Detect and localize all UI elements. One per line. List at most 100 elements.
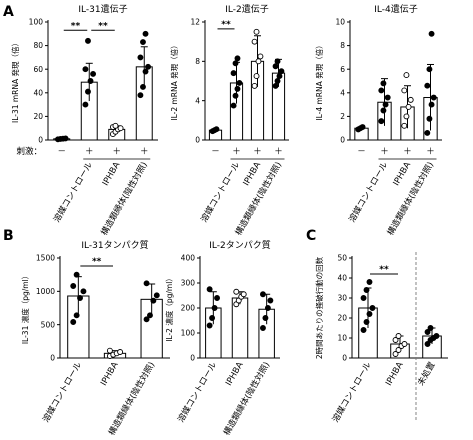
data-point (428, 101, 435, 108)
chart-title: IL-2遺伝子 (225, 3, 268, 15)
stim-mark: ＋ (85, 147, 94, 157)
data-point (274, 78, 281, 84)
y-tick-label: 10 (335, 18, 345, 27)
panel-letter-c: C (306, 228, 316, 244)
data-point (401, 122, 408, 129)
data-point (264, 305, 271, 311)
chart-title: IL-31遺伝子 (78, 3, 127, 15)
data-point (230, 102, 237, 109)
data-point (230, 70, 237, 77)
category-label: 溶媒コントロール (199, 160, 243, 225)
data-point (363, 319, 370, 325)
data-point (137, 54, 144, 61)
y-axis-label: IL-2 濃度（pg/ml） (164, 274, 174, 342)
y-tick-label: 80 (33, 41, 43, 50)
data-point (90, 70, 97, 77)
chart-a3: IL-4遺伝子 IL-4 mRNA 発現（倍） 0 2 4 6 8 10 － ＋ ＋ ＋ 溶媒コントロー… (314, 3, 442, 238)
data-point (214, 295, 220, 301)
data-point (260, 325, 266, 331)
data-point (112, 122, 119, 129)
y-tick-label: 100 (181, 329, 196, 338)
data-point (117, 349, 124, 355)
data-point (80, 288, 87, 295)
y-tick-label: 0 (342, 354, 347, 363)
category-label: 溶媒コントロール (175, 360, 219, 425)
y-tick-label: 10 (337, 334, 347, 343)
data-point (401, 341, 408, 347)
significance-label: ** (98, 21, 108, 31)
data-point (117, 125, 124, 132)
y-tick-label: 400 (181, 254, 196, 263)
data-point (255, 58, 262, 65)
data-point (278, 68, 285, 75)
chart-title: IL-31タンパク質 (81, 239, 148, 251)
stim-mark: － (57, 147, 66, 157)
bar (231, 297, 249, 359)
data-point (363, 287, 370, 293)
y-tick-label: 4 (340, 88, 345, 97)
data-point (147, 312, 153, 319)
data-point (234, 85, 241, 92)
data-point (87, 78, 94, 84)
panel-letter-b: B (3, 228, 14, 244)
data-point (262, 315, 269, 321)
data-point (401, 87, 408, 94)
category-label: 構造類縁体(陰性対照) (221, 360, 272, 438)
data-point (62, 135, 69, 142)
data-point (392, 351, 399, 357)
y-tick-label: 40 (337, 274, 347, 283)
y-tick-label: 20 (33, 112, 43, 121)
data-point (142, 30, 149, 37)
data-point (392, 337, 399, 343)
data-point (150, 297, 157, 304)
stim-mark: ＋ (274, 147, 283, 157)
data-point (143, 316, 150, 323)
category-label: 溶媒コントロール (51, 160, 95, 225)
y-axis-label: IL-31 濃度（pg/ml） (20, 272, 30, 344)
data-point (73, 271, 80, 278)
data-point (395, 333, 402, 339)
y-tick-label: 0 (50, 354, 55, 363)
y-tick-label: 200 (181, 304, 196, 313)
data-point (209, 315, 216, 321)
data-point (360, 295, 367, 301)
y-tick-label: 500 (41, 320, 56, 329)
y-axis-label: IL-31 mRNA 発現（倍） (10, 39, 20, 123)
data-point (424, 329, 431, 335)
chart-b2: IL-2タンパク質 IL-2 濃度（pg/ml） 0 100 200 300 400 溶媒コン… (164, 239, 280, 438)
data-point (407, 96, 414, 103)
category-label: 構造類縁体(陰性対照) (385, 160, 436, 238)
stim-mark: － (357, 147, 366, 157)
data-point (85, 37, 91, 44)
chart-c1: 2時間あたりの掻破行動の回数 0 10 20 30 40 50 ** 溶媒コントロール IPHBA… (314, 252, 448, 424)
y-axis-label: 2時間あたりの掻破行動の回数 (314, 256, 324, 359)
y-tick-label: 1500 (36, 254, 55, 263)
chart-title: IL-4遺伝子 (374, 3, 417, 15)
stim-mark: ＋ (380, 147, 389, 157)
data-point (251, 38, 258, 45)
data-point (272, 63, 279, 70)
y-tick-label: 60 (33, 65, 43, 74)
y-tick-label: 8 (340, 41, 345, 50)
data-point (70, 319, 77, 325)
stim-mark: ＋ (426, 147, 435, 157)
stim-mark: － (211, 147, 220, 157)
y-tick-label: 50 (337, 254, 347, 263)
data-point (378, 87, 385, 94)
data-point (276, 73, 283, 80)
data-point (267, 297, 274, 304)
data-point (137, 92, 144, 99)
data-point (213, 126, 220, 133)
data-point (395, 347, 402, 353)
data-point (143, 280, 150, 287)
data-point (153, 292, 160, 299)
data-point (82, 101, 89, 108)
stim-mark: ＋ (232, 147, 241, 157)
data-point (140, 83, 146, 90)
stim-mark: ＋ (112, 147, 121, 157)
data-point (384, 94, 391, 101)
y-tick-label: 0 (38, 136, 43, 145)
data-point (145, 63, 152, 70)
